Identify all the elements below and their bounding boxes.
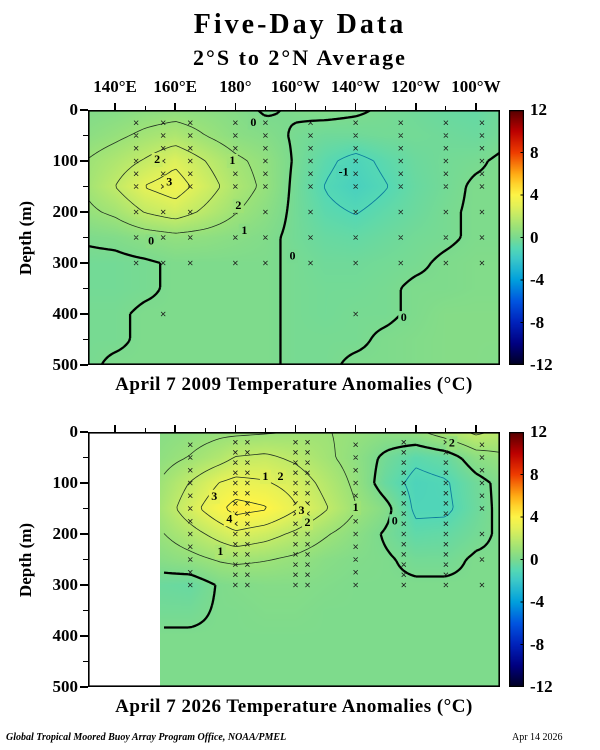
axis-tick [475, 103, 477, 110]
axis-tick [114, 425, 116, 432]
axis-tick [83, 559, 88, 560]
axis-tick [354, 425, 357, 432]
caption-2009: April 7 2009 Temperature Anomalies (°C) [115, 374, 473, 395]
depth-tick-label: 500 [52, 677, 79, 696]
x-axis-tick-label: 160°E [153, 77, 198, 96]
x-axis-tick-label: 100°W [451, 77, 501, 96]
axis-tick [415, 103, 417, 110]
colorbar-canvas-2009 [509, 110, 524, 365]
axis-tick [80, 431, 88, 433]
axis-tick [385, 428, 387, 432]
axis-tick [80, 109, 88, 111]
depth-tick-label: 400 [52, 304, 79, 323]
axis-tick [83, 339, 88, 340]
axis-tick [325, 106, 327, 110]
depth-tick-label: 200 [52, 202, 79, 221]
depth-tick-label: 200 [52, 524, 79, 543]
axis-tick [80, 262, 88, 264]
axis-tick [234, 103, 237, 110]
axis-tick [475, 425, 477, 432]
colorbar-tick-label: 4 [530, 507, 539, 526]
axis-tick [325, 428, 327, 432]
axis-tick [83, 610, 88, 611]
depth-tick-label: 300 [52, 253, 79, 272]
colorbar-tick-label: 4 [530, 185, 539, 204]
x-axis-tick-label: 140°E [93, 77, 137, 96]
footer-credit: Global Tropical Moored Buoy Array Progra… [6, 732, 287, 743]
axis-tick [114, 103, 116, 110]
axis-tick [83, 457, 88, 458]
anomaly-field-canvas-2026 [88, 432, 500, 687]
axis-tick [80, 364, 88, 366]
depth-tick-label: 300 [52, 575, 79, 594]
anomaly-field-canvas-2009 [88, 110, 500, 365]
axis-tick [80, 160, 88, 162]
colorbar-tick-label: 12 [530, 422, 547, 441]
axis-tick [354, 103, 357, 110]
axis-tick [445, 106, 447, 110]
colorbar-tick-label: -12 [530, 677, 553, 696]
figure-subtitle: 2°S to 2°N Average [193, 45, 407, 70]
axis-tick [144, 106, 146, 110]
depth-tick-label: 500 [52, 355, 79, 374]
x-axis-tick-label: 180° [219, 77, 252, 96]
colorbar-tick-label: 0 [530, 227, 539, 247]
axis-tick [83, 508, 88, 509]
axis-tick [415, 425, 417, 432]
axis-tick [264, 428, 266, 432]
axis-tick [204, 106, 206, 110]
axis-tick [204, 428, 206, 432]
colorbar-tick-label: -12 [530, 355, 553, 374]
colorbar-canvas-2026 [509, 432, 524, 687]
axis-tick [294, 103, 297, 110]
colorbar-tick-label: 8 [530, 464, 539, 484]
axis-tick [294, 425, 297, 432]
axis-tick [174, 103, 176, 110]
axis-tick [385, 106, 387, 110]
axis-tick [144, 428, 146, 432]
axis-tick [80, 211, 88, 213]
depth-tick-label: 0 [69, 100, 79, 119]
x-axis-tick-label: 160°W [270, 77, 321, 96]
axis-tick [80, 482, 88, 484]
colorbar-tick-label: 0 [530, 549, 539, 569]
depth-axis-title: Depth (m) [16, 522, 35, 597]
axis-tick [80, 635, 88, 637]
caption-2026: April 7 2026 Temperature Anomalies (°C) [115, 696, 473, 717]
colorbar-tick-label: -4 [530, 592, 545, 611]
axis-tick [83, 135, 88, 136]
colorbar-tick-label: 12 [530, 100, 547, 119]
colorbar-tick-label: 8 [530, 142, 539, 162]
axis-tick [174, 425, 176, 432]
axis-tick [80, 686, 88, 688]
axis-tick [83, 186, 88, 187]
figure-title: Five-Day Data [193, 9, 407, 40]
axis-tick [83, 237, 88, 238]
depth-tick-label: 0 [69, 422, 79, 441]
footer-date: Apr 14 2026 [512, 732, 563, 743]
axis-tick [234, 425, 237, 432]
depth-tick-label: 400 [52, 626, 79, 645]
axis-tick [264, 106, 266, 110]
colorbar-tick-label: -4 [530, 270, 545, 289]
x-axis-tick-label: 140°W [330, 77, 381, 96]
axis-tick [445, 428, 447, 432]
axis-tick [80, 313, 88, 315]
colorbar-tick-label: -8 [530, 312, 545, 332]
axis-tick [83, 288, 88, 289]
x-axis-tick-label: 120°W [391, 77, 441, 96]
colorbar-tick-label: -8 [530, 634, 545, 654]
depth-tick-label: 100 [52, 151, 79, 170]
axis-tick [80, 584, 88, 586]
axis-tick [80, 533, 88, 535]
axis-tick [83, 661, 88, 662]
depth-tick-label: 100 [52, 473, 79, 492]
